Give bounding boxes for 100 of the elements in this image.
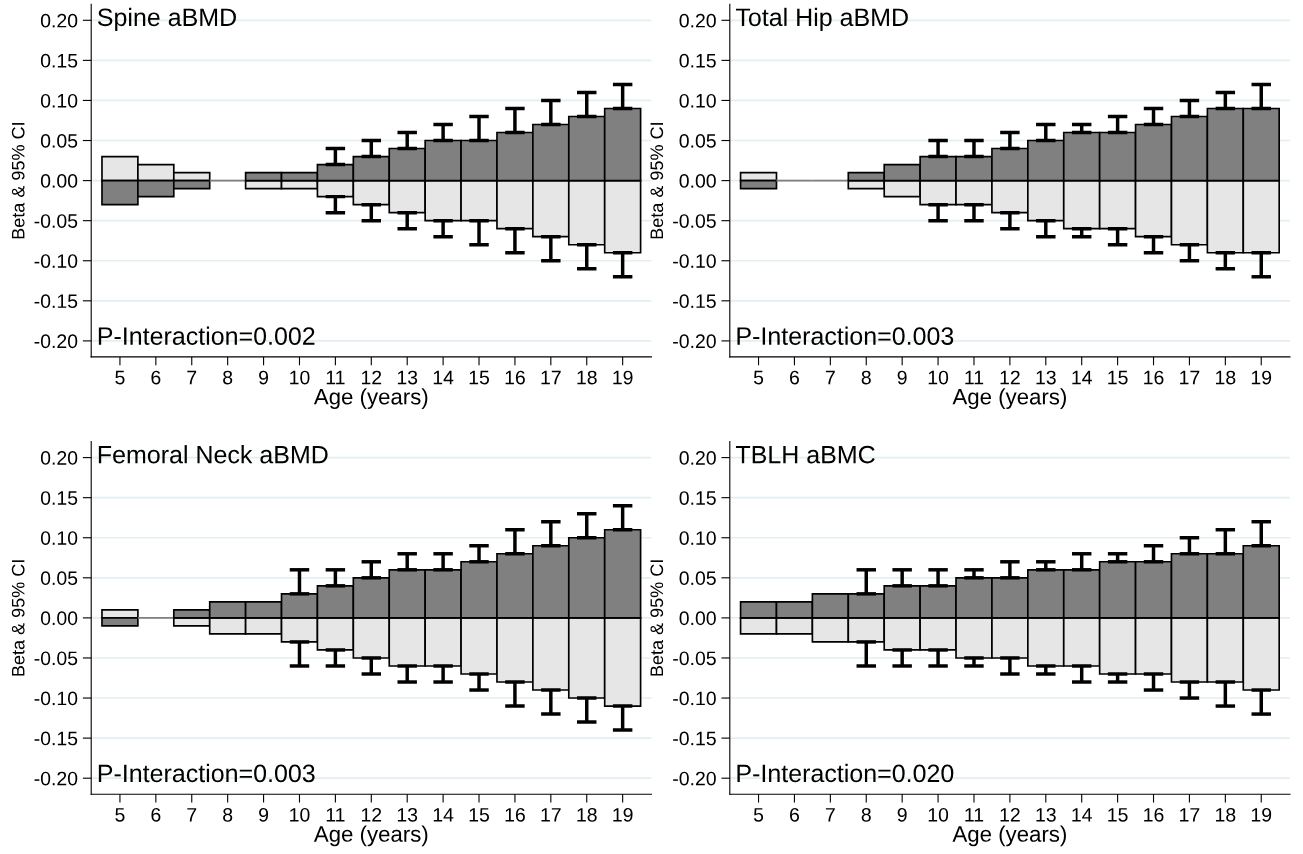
x-tick-label: 11 xyxy=(326,808,345,822)
chart-title: TBLH aBMC xyxy=(735,445,875,464)
y-tick-label: 0.15 xyxy=(40,53,78,68)
x-tick-label: 18 xyxy=(1216,370,1236,385)
x-tick-label: 12 xyxy=(361,807,382,822)
x-axis-title: Age (years) xyxy=(952,388,1066,409)
x-tick-label: 6 xyxy=(790,807,799,822)
x-tick-label: 6 xyxy=(151,370,161,385)
y-tick-label: 0.05 xyxy=(679,133,716,148)
x-tick-label: 18 xyxy=(1216,807,1236,822)
y-tick-label: -0.10 xyxy=(34,254,78,268)
y-axis-title: Beta & 95% CI xyxy=(650,123,664,239)
y-tick-label: -0.20 xyxy=(34,334,78,349)
x-axis-title: Age (years) xyxy=(313,388,428,409)
x-tick-label: 10 xyxy=(928,370,949,385)
x-tick-label: 7 xyxy=(187,808,197,822)
y-tick-label: -0.20 xyxy=(34,771,78,786)
x-tick-label: 5 xyxy=(115,808,125,822)
y-tick-label: 0.20 xyxy=(40,451,78,465)
x-tick-label: 5 xyxy=(115,370,125,385)
x-tick-label: 9 xyxy=(259,370,269,385)
x-tick-label: 18 xyxy=(577,370,597,385)
annotation: P-Interaction=0.020 xyxy=(737,763,954,783)
x-tick-label: 13 xyxy=(397,807,418,822)
y-tick-label: -0.15 xyxy=(673,294,716,309)
x-tick-label: 16 xyxy=(1144,370,1164,385)
x-tick-label: 14 xyxy=(1072,808,1092,822)
x-tick-label: 11 xyxy=(965,370,984,385)
x-tick-label: 10 xyxy=(928,807,949,822)
x-tick-label: 8 xyxy=(223,807,233,822)
y-axis-title: Beta & 95% CI xyxy=(11,560,25,676)
x-tick-label: 13 xyxy=(1036,370,1056,385)
x-tick-label: 7 xyxy=(187,370,197,385)
x-tick-label: 17 xyxy=(1180,808,1200,822)
x-tick-label: 16 xyxy=(1144,807,1164,822)
x-tick-label: 7 xyxy=(825,370,835,385)
annotation: P-Interaction=0.002 xyxy=(98,326,315,345)
y-tick-label: 0.00 xyxy=(679,611,716,626)
y-tick-label: -0.05 xyxy=(34,214,78,228)
x-tick-label: 12 xyxy=(361,370,382,385)
y-tick-label: -0.05 xyxy=(673,651,716,666)
x-tick-label: 17 xyxy=(541,808,561,822)
x-tick-label: 11 xyxy=(326,370,345,385)
x-tick-label: 5 xyxy=(753,808,764,822)
y-tick-label: 0.10 xyxy=(679,531,716,545)
y-tick-label: -0.20 xyxy=(673,771,716,786)
x-tick-label: 19 xyxy=(1251,370,1272,385)
y-tick-label: 0.10 xyxy=(679,93,716,108)
y-tick-label: -0.05 xyxy=(34,651,78,666)
y-tick-label: -0.20 xyxy=(673,334,716,349)
x-tick-label: 12 xyxy=(1000,807,1020,822)
x-tick-label: 7 xyxy=(825,808,835,822)
x-tick-label: 13 xyxy=(397,370,418,385)
x-tick-label: 19 xyxy=(1251,807,1272,822)
x-tick-label: 8 xyxy=(223,370,233,385)
x-tick-label: 19 xyxy=(613,370,633,385)
y-tick-label: -0.10 xyxy=(673,254,716,268)
x-axis-title: Age (years) xyxy=(313,825,428,847)
annotation: P-Interaction=0.003 xyxy=(98,763,315,783)
x-tick-label: 5 xyxy=(753,370,764,385)
y-axis-title: Beta & 95% CI xyxy=(650,560,664,676)
x-tick-label: 9 xyxy=(259,807,269,822)
y-tick-label: 0.20 xyxy=(679,451,716,465)
chart-title: Spine aBMD xyxy=(97,7,236,32)
x-tick-label: 15 xyxy=(1108,370,1128,385)
y-tick-label: 0.00 xyxy=(679,174,716,188)
y-tick-label: 0.05 xyxy=(679,571,716,586)
x-tick-label: 10 xyxy=(290,807,310,822)
x-tick-label: 15 xyxy=(1108,808,1128,822)
y-tick-label: 0.10 xyxy=(40,93,78,108)
x-tick-label: 11 xyxy=(965,808,984,822)
x-tick-label: 6 xyxy=(151,807,161,822)
y-tick-label: -0.05 xyxy=(673,214,716,228)
chart-title: Femoral Neck aBMD xyxy=(98,445,328,464)
y-axis-title: Beta & 95% CI xyxy=(11,123,25,239)
y-tick-label: 0.15 xyxy=(40,491,78,505)
x-tick-label: 6 xyxy=(790,370,799,385)
y-tick-label: -0.15 xyxy=(673,731,716,746)
y-tick-label: 0.10 xyxy=(40,531,78,545)
y-tick-label: 0.05 xyxy=(40,133,78,148)
y-tick-label: -0.15 xyxy=(34,294,78,309)
x-tick-label: 18 xyxy=(577,807,597,822)
x-tick-label: 16 xyxy=(505,807,525,822)
y-tick-label: 0.05 xyxy=(40,571,78,586)
x-tick-label: 8 xyxy=(861,370,871,385)
y-tick-label: 0.00 xyxy=(40,611,78,626)
x-tick-label: 19 xyxy=(613,807,633,822)
x-tick-label: 9 xyxy=(897,370,907,385)
x-tick-label: 14 xyxy=(433,370,454,385)
x-tick-label: 14 xyxy=(1072,370,1092,385)
x-tick-label: 17 xyxy=(541,370,561,385)
x-tick-label: 8 xyxy=(861,807,871,822)
y-tick-label: -0.10 xyxy=(673,691,716,706)
x-axis-title: Age (years) xyxy=(952,825,1066,847)
x-tick-label: 9 xyxy=(897,807,907,822)
x-tick-label: 13 xyxy=(1036,807,1056,822)
x-tick-label: 12 xyxy=(1000,370,1020,385)
y-tick-label: 0.00 xyxy=(40,174,78,188)
x-tick-label: 16 xyxy=(505,370,525,385)
annotation: P-Interaction=0.003 xyxy=(737,326,954,345)
